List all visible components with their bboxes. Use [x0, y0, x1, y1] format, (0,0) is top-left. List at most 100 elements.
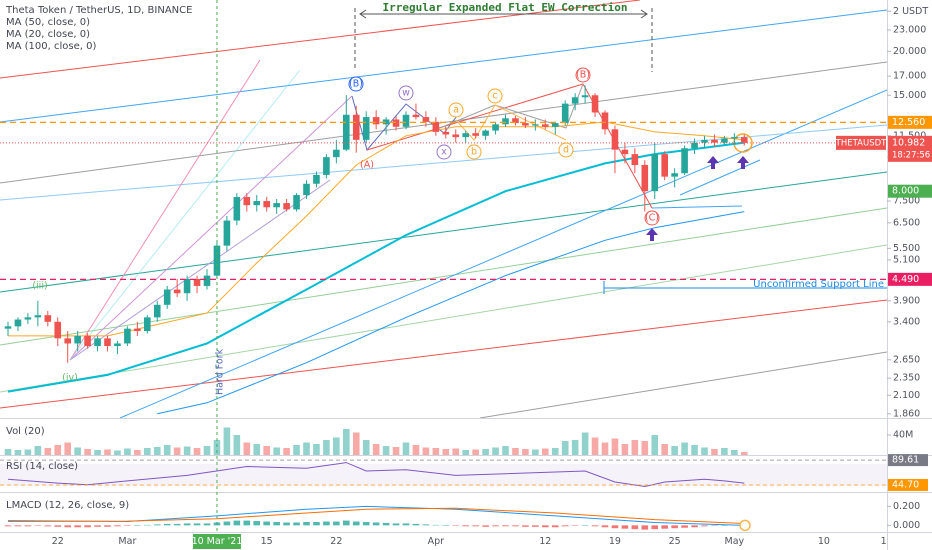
macd-histogram — [522, 525, 529, 527]
volume-bar — [591, 437, 599, 455]
y-tick-label: 17.000 — [893, 71, 926, 82]
macd-histogram — [641, 525, 649, 530]
price-pane — [4, 85, 748, 415]
y-tick-label: 3.900 — [893, 295, 920, 306]
macd-histogram — [372, 522, 380, 526]
rsi-tag-label: 89.61 — [892, 455, 919, 466]
y-tick-label: 2.350 — [893, 373, 920, 384]
x-tick-label: 10 — [818, 536, 830, 547]
markers — [646, 156, 749, 241]
candle-body — [442, 131, 450, 135]
candle-body — [492, 124, 499, 131]
volume-bar — [243, 442, 251, 455]
volume-bar — [721, 448, 728, 455]
candle-body — [571, 97, 579, 104]
candle-body — [551, 123, 559, 127]
macd-histogram — [303, 522, 310, 526]
volume-bar — [183, 446, 191, 455]
candle-body — [671, 173, 678, 177]
candle-body — [601, 112, 609, 130]
x-tick-label: Apr — [428, 536, 445, 547]
macd-histogram — [243, 520, 251, 526]
level-label: 12.560 — [892, 117, 925, 128]
up-arrow — [646, 228, 658, 241]
wave-label: a — [453, 105, 459, 116]
candle-body — [173, 289, 181, 294]
rsi-tag — [888, 478, 928, 491]
volume-bar — [34, 446, 42, 455]
candle-body — [522, 123, 529, 126]
up-arrow — [707, 156, 719, 169]
volume-bar — [223, 427, 231, 455]
candle-body — [631, 154, 639, 165]
symbol-tag — [836, 135, 886, 150]
volume-bar — [193, 448, 201, 455]
target-line — [651, 205, 743, 209]
volume-bar — [611, 438, 619, 455]
support-label: Unconfirmed Support Line — [753, 279, 884, 290]
volume-bar — [741, 452, 748, 455]
y-tick-label: 6.500 — [893, 217, 920, 228]
volume-bar — [382, 446, 390, 455]
rsi-line — [7, 462, 745, 488]
macd-histogram — [442, 525, 450, 526]
macd-histogram — [64, 525, 71, 528]
volume-bar — [213, 440, 221, 455]
channel-line — [119, 89, 887, 418]
rsi-band — [0, 464, 887, 486]
candle-body — [691, 142, 698, 149]
y-tick-label: 20.000 — [893, 46, 926, 57]
candle-body — [124, 328, 131, 344]
candle-body — [701, 139, 708, 143]
volume-bar — [532, 449, 539, 455]
pane-title: LMACD (12, 26, close, 9) — [6, 500, 129, 511]
volume-bar — [144, 448, 151, 455]
volume-bar — [273, 447, 280, 455]
level-tag — [888, 115, 932, 129]
volume-bar — [104, 449, 111, 455]
candle-body — [144, 317, 151, 332]
y-tick-label: 11.500 — [893, 130, 926, 141]
level-tag — [888, 272, 932, 286]
channel-line — [479, 351, 887, 418]
last-price-label: 10.982 — [892, 137, 925, 148]
volume-bar — [173, 447, 181, 455]
candle-body — [94, 338, 101, 347]
volume-bar — [303, 442, 310, 455]
candle-body — [283, 203, 290, 210]
legend-entry: MA (50, close, 0) — [6, 17, 90, 28]
volume-bar — [24, 449, 32, 455]
x-tick-label: 1 — [881, 536, 887, 547]
candle-body — [134, 328, 141, 332]
countdown: 18:27:56 — [892, 150, 930, 160]
channel-line — [0, 171, 887, 293]
wave-label: (iv) — [62, 373, 78, 384]
macd-histogram — [512, 525, 519, 527]
macd-histogram — [333, 521, 340, 526]
wave-label: (iii) — [32, 281, 47, 292]
candle-body — [293, 195, 300, 210]
macd-marker — [739, 519, 751, 532]
macd-histogram — [14, 525, 22, 527]
volume-bar — [581, 432, 589, 455]
volume-bar — [512, 448, 519, 455]
wave-label: x — [441, 147, 447, 158]
legend-entry: MA (100, close, 0) — [6, 41, 96, 52]
legend-entry: MA (20, close, 0) — [6, 29, 90, 40]
volume-bar — [392, 447, 400, 455]
macd-histogram — [601, 525, 609, 528]
event-label: Hard Fork — [214, 348, 225, 395]
candle-body — [512, 118, 519, 124]
macd-histogram — [701, 525, 708, 527]
volume-bar — [442, 449, 450, 455]
channel-line — [0, 299, 887, 409]
wave-circle — [575, 67, 591, 83]
volume-bar — [114, 450, 121, 455]
wave-circle — [466, 144, 482, 160]
volume-bar — [561, 441, 569, 455]
fan-line — [69, 59, 261, 361]
candle-body — [611, 129, 619, 150]
candle-body — [542, 124, 549, 127]
volume-bar — [542, 448, 549, 455]
